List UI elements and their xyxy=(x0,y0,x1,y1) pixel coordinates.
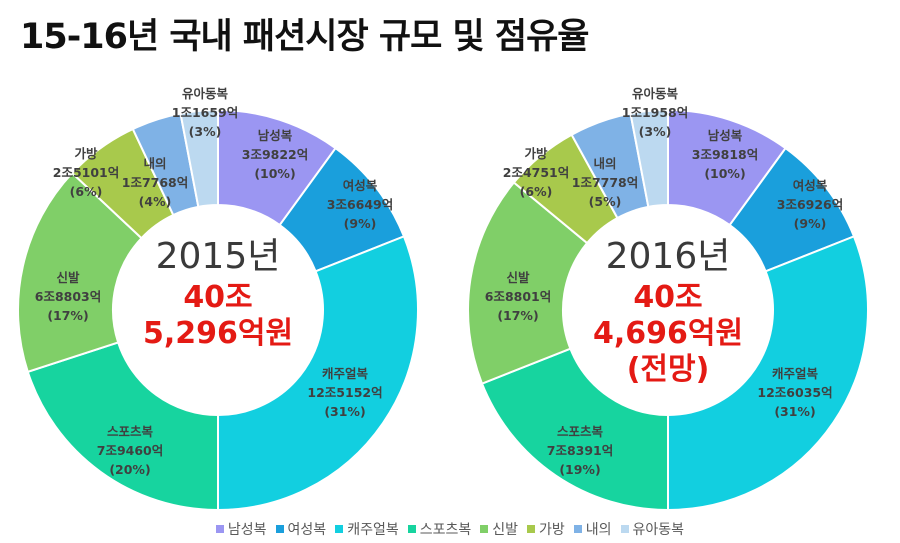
center-total-label: 40조 xyxy=(183,280,252,315)
donut-slice-1-4 xyxy=(467,181,589,385)
slice-label: (31%) xyxy=(324,404,365,419)
slice-label: 캐주얼복 xyxy=(322,366,369,381)
slice-label: 캐주얼복 xyxy=(772,366,819,381)
slice-label: 1조7768억 xyxy=(122,175,189,190)
legend-label: 내의 xyxy=(585,522,612,538)
slice-label: (20%) xyxy=(109,462,150,477)
slice-label: 내의 xyxy=(143,156,166,171)
slice-label: 2조4751억 xyxy=(503,165,570,180)
slice-label: 1조1958억 xyxy=(622,105,689,120)
slice-label: 스포츠복 xyxy=(557,424,604,439)
slice-label: 3조6649억 xyxy=(327,197,394,212)
slice-label: 내의 xyxy=(593,156,616,171)
slice-label: (19%) xyxy=(559,462,600,477)
legend-label: 유아동복 xyxy=(632,522,685,538)
slice-label: (9%) xyxy=(794,216,827,231)
slice-label: (31%) xyxy=(774,404,815,419)
donut-slice-0-7 xyxy=(179,108,219,209)
slice-label: 유아동복 xyxy=(182,86,229,101)
slice-label: 3조6926억 xyxy=(777,197,844,212)
slice-label: 신발 xyxy=(506,270,530,285)
legend-label: 가방 xyxy=(539,522,565,538)
slice-label: 신발 xyxy=(56,270,80,285)
slice-label: 3조9818억 xyxy=(692,147,759,162)
center-year-label: 2016년 xyxy=(606,236,731,277)
slice-label: 12조6035억 xyxy=(757,385,832,400)
donut-slice-1-7 xyxy=(629,108,669,209)
legend-label: 여성복 xyxy=(287,522,327,538)
legend-swatch xyxy=(335,525,344,533)
donut-chart-2016: 남성복 3조9818억 (10%) 여성복 3조6926억 (9%) 캐주얼복 12조6035… xyxy=(467,86,869,512)
legend-swatch xyxy=(620,525,629,533)
legend-label: 캐주얼복 xyxy=(347,522,399,538)
legend-item: 내의 xyxy=(573,519,612,539)
slice-label: (10%) xyxy=(704,166,745,181)
slice-label: 3조9822억 xyxy=(242,147,309,162)
legend-swatch xyxy=(480,525,489,533)
slice-label: (4%) xyxy=(139,194,172,209)
donut-slice-1-2 xyxy=(667,235,869,512)
slice-label: (5%) xyxy=(589,194,622,209)
legend-item: 캐주얼복 xyxy=(335,519,399,539)
legend-label: 신발 xyxy=(492,522,519,538)
legend-item: 유아동복 xyxy=(620,519,685,539)
slice-label: 12조5152억 xyxy=(307,385,382,400)
slice-label: 유아동복 xyxy=(632,86,679,101)
donut-slice-1-3 xyxy=(480,347,669,512)
slice-label: 스포츠복 xyxy=(107,424,154,439)
slice-label: (3%) xyxy=(189,124,222,139)
center-total-label: (전망) xyxy=(627,352,710,387)
slice-label: 7조9460억 xyxy=(97,443,164,458)
slice-label: (10%) xyxy=(254,166,295,181)
slice-label: 남성복 xyxy=(258,128,293,143)
center-total-label: 5,296억원 xyxy=(143,316,293,351)
page-title: 15-16년 국내 패션시장 규모 및 점유율 xyxy=(20,17,589,57)
slice-label: (6%) xyxy=(520,184,553,199)
slice-label: (9%) xyxy=(344,216,377,231)
legend-item: 스포츠복 xyxy=(407,519,472,539)
legend-item: 가방 xyxy=(527,519,565,539)
legend-swatch xyxy=(275,525,284,533)
legend-item: 여성복 xyxy=(275,519,327,539)
legend-swatch xyxy=(527,525,536,533)
slice-label: (6%) xyxy=(70,184,103,199)
slice-label: 여성복 xyxy=(343,178,378,193)
legend-swatch xyxy=(407,525,416,533)
center-total-label: 4,696억원 xyxy=(593,316,743,351)
slice-label: (3%) xyxy=(639,124,672,139)
legend-item: 신발 xyxy=(480,519,518,539)
slice-label: 가방 xyxy=(74,146,98,161)
center-year-label: 2015년 xyxy=(156,236,281,277)
slice-label: 남성복 xyxy=(708,128,743,143)
donut-slice-0-3 xyxy=(26,341,219,512)
chart-legend: 남성복 여성복 캐주얼복 스포츠복 신발 가방 내의 유아동복 xyxy=(0,519,900,539)
donut-slice-0-4 xyxy=(17,171,143,374)
slice-label: 7조8391억 xyxy=(547,443,614,458)
slice-label: 가방 xyxy=(524,146,548,161)
slice-label: (17%) xyxy=(497,308,538,323)
legend-swatch xyxy=(215,525,224,533)
legend-swatch xyxy=(573,525,582,533)
legend-label: 남성복 xyxy=(227,522,267,538)
center-total-label: 40조 xyxy=(633,280,702,315)
slice-label: (17%) xyxy=(47,308,88,323)
legend-label: 스포츠복 xyxy=(419,522,472,538)
slice-label: 2조5101억 xyxy=(53,165,120,180)
slice-label: 1조7778억 xyxy=(572,175,639,190)
slice-label: 6조8801억 xyxy=(485,289,552,304)
slice-label: 여성복 xyxy=(793,178,828,193)
donut-slice-0-2 xyxy=(217,235,419,512)
slice-label: 6조8803억 xyxy=(35,289,102,304)
slice-label: 1조1659억 xyxy=(172,105,239,120)
donut-chart-2015: 남성복 3조9822억 (10%) 여성복 3조6649억 (9%) 캐주얼복 12조5152… xyxy=(17,86,419,512)
legend-item: 남성복 xyxy=(215,519,267,539)
